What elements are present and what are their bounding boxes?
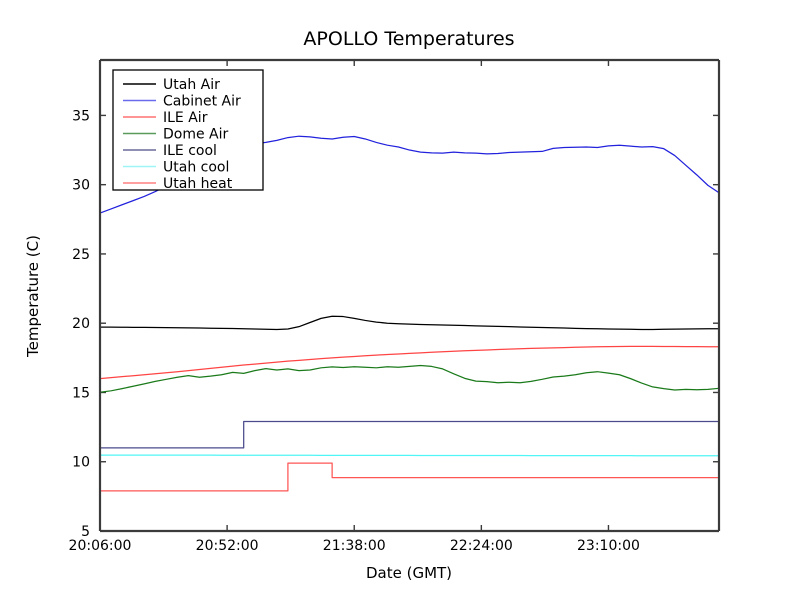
series-line-utah-cool bbox=[99, 454, 720, 457]
y-tick-label: 35 bbox=[72, 108, 90, 124]
x-axis-ticks: 20:06:00 20:52:00 21:38:00 22:24:00 23:10:00 bbox=[69, 60, 640, 554]
y-tick-label: 10 bbox=[72, 455, 90, 471]
legend-box bbox=[112, 69, 264, 191]
x-tick-label: 20:52:00 bbox=[196, 538, 259, 554]
legend-label-ile-air: ILE Air bbox=[163, 110, 208, 126]
series-line-ile-cool bbox=[99, 420, 720, 449]
legend-label-utah-heat: Utah heat bbox=[163, 176, 233, 192]
x-tick-label: 23:10:00 bbox=[577, 538, 640, 554]
series-line-utah-heat bbox=[99, 462, 720, 492]
series-line-ile-air bbox=[99, 345, 720, 380]
y-tick-label: 5 bbox=[81, 524, 90, 540]
legend-label-dome-air: Dome Air bbox=[163, 127, 229, 143]
x-tick-label: 22:24:00 bbox=[450, 538, 513, 554]
legend-label-cabinet-air: Cabinet Air bbox=[163, 94, 241, 110]
x-axis-label: Date (GMT) bbox=[366, 564, 452, 582]
legend-label-utah-cool: Utah cool bbox=[163, 160, 229, 176]
page-title: APOLLO Temperatures bbox=[303, 28, 514, 50]
y-axis-ticks: 5 10 15 20 25 30 35 bbox=[72, 108, 719, 540]
x-tick-label: 21:38:00 bbox=[323, 538, 386, 554]
legend-label-utah-air: Utah Air bbox=[163, 77, 220, 93]
y-tick-label: 15 bbox=[72, 385, 90, 401]
legend-label-ile-cool: ILE cool bbox=[163, 143, 217, 159]
series-line-utah-air bbox=[99, 315, 720, 331]
series-line-dome-air bbox=[99, 364, 720, 393]
y-tick-label: 25 bbox=[72, 247, 90, 263]
y-axis-label: Temperature (C) bbox=[24, 235, 42, 358]
y-tick-label: 20 bbox=[72, 316, 90, 332]
x-tick-label: 20:06:00 bbox=[69, 538, 132, 554]
y-tick-label: 30 bbox=[72, 178, 90, 194]
